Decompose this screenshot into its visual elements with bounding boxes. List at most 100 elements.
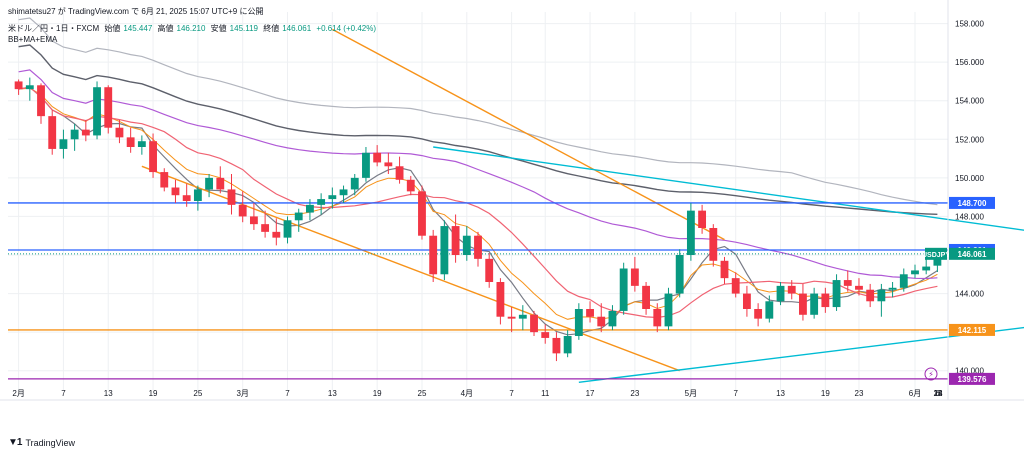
candle-body <box>810 293 819 315</box>
candle-body <box>698 210 707 228</box>
indicator-label[interactable]: BB+MA+EMA <box>8 35 58 44</box>
indicator-legend[interactable]: BB+MA+EMA <box>8 35 60 44</box>
current-price-tag <box>949 247 995 260</box>
candle-body <box>294 212 303 221</box>
candle-body <box>462 235 471 255</box>
candle-body <box>754 309 763 319</box>
candle-body <box>888 287 897 290</box>
candle-body <box>93 87 101 136</box>
candle-body <box>855 285 863 290</box>
x-tick-label: 3月 <box>236 389 248 398</box>
x-tick-label: 4月 <box>461 389 473 398</box>
candle-body <box>451 226 460 255</box>
candle-body <box>272 231 281 238</box>
candle-body <box>765 301 774 319</box>
candle-body <box>429 235 438 275</box>
candle-body <box>149 141 157 173</box>
x-tick-label: 13 <box>328 389 337 398</box>
x-tick-label: 18 <box>934 389 943 398</box>
x-tick-label: 13 <box>104 389 113 398</box>
candle-body <box>799 293 807 315</box>
candle-body <box>742 293 751 309</box>
x-tick-label: 6 <box>936 389 941 398</box>
candle-body <box>709 228 718 261</box>
candle-body <box>238 204 247 217</box>
trendline <box>332 28 725 241</box>
level-label: 148.700 <box>958 199 987 208</box>
y-tick-label: 154.000 <box>955 97 984 106</box>
x-tick-label: 7 <box>733 389 738 398</box>
lightning-icon <box>924 367 938 381</box>
symbol-tag <box>925 247 947 260</box>
time-axis: 2月 7 13 19 25 3月 7 13 19 25 4月 7 11 17 23 5月 7 13 19 23 6月 61… <box>0 389 1024 401</box>
candle-body <box>126 137 135 147</box>
candle-body <box>216 177 225 190</box>
candle-body <box>664 293 673 327</box>
level-tag <box>949 323 995 336</box>
high-value: 146.210 <box>176 24 206 33</box>
candle-body <box>59 139 68 149</box>
candle-body <box>877 289 886 302</box>
price-markers: 148.700146.261142.115139.576USDJPY146.06… <box>922 196 995 385</box>
y-tick-label: 152.000 <box>955 135 984 144</box>
candle-body <box>574 309 583 336</box>
level-tag <box>949 196 995 209</box>
candle-body <box>193 189 202 201</box>
candle-body <box>541 332 550 338</box>
level-label: 142.115 <box>958 326 987 335</box>
x-tick-label: 24 <box>934 389 943 398</box>
candle-body <box>563 336 572 354</box>
candle-body <box>227 189 236 205</box>
lightning-icon-glyph: ⚡ <box>928 370 934 379</box>
tradingview-brand[interactable]: ▼1 TradingView <box>8 437 75 448</box>
candle-body <box>496 282 505 317</box>
x-tick-label: 25 <box>193 389 202 398</box>
candle-body <box>530 314 538 333</box>
trendline <box>141 165 680 372</box>
y-tick-label: 140.000 <box>955 367 984 376</box>
candle-body <box>686 210 695 255</box>
candle-body <box>586 309 594 317</box>
candle-body <box>675 255 684 294</box>
candle-body <box>720 260 729 279</box>
ma-40-line <box>18 69 938 280</box>
candle-body <box>171 187 180 196</box>
candle-body <box>832 280 841 308</box>
x-tick-label: 6月 <box>909 389 921 398</box>
candle-body <box>182 195 191 201</box>
candle-body <box>787 285 796 294</box>
change-value: +0.614 (+0.42%) <box>316 24 376 33</box>
candle-body <box>283 220 292 238</box>
grid <box>8 12 948 390</box>
ma-14-line <box>18 86 938 319</box>
candle-body <box>384 162 393 167</box>
symbol-info[interactable]: 米ドル／円・1日・FXCM <box>8 24 100 33</box>
x-tick-label: 19 <box>373 389 382 398</box>
x-tick-label: 25 <box>418 389 427 398</box>
low-value: 145.119 <box>229 24 258 33</box>
candle-body <box>81 129 90 136</box>
candle-body <box>440 226 449 275</box>
candle-body <box>776 285 785 302</box>
horizontal-levels <box>8 202 948 380</box>
level-tag <box>949 372 995 385</box>
candle-body <box>406 179 415 192</box>
candle-body <box>619 268 628 311</box>
publish-text: shimatetsu27 が TradingView.com で 6月 21, … <box>8 7 264 16</box>
y-tick-label: 156.000 <box>955 58 984 67</box>
y-tick-label: 158.000 <box>955 20 984 29</box>
candle-body <box>597 316 606 327</box>
candle-body <box>911 270 919 275</box>
open-label: 始値 <box>104 24 121 33</box>
indicator-lines <box>18 17 938 336</box>
candle-body <box>37 85 45 117</box>
candle-body <box>922 266 931 271</box>
x-tick-label: 7 <box>285 389 290 398</box>
candle-body <box>653 309 662 327</box>
current-price-label: 146.061 <box>958 250 987 259</box>
candle-body <box>395 166 404 180</box>
open-value: 145.447 <box>123 24 153 33</box>
candle-body <box>261 224 270 232</box>
high-label: 高値 <box>157 24 174 33</box>
